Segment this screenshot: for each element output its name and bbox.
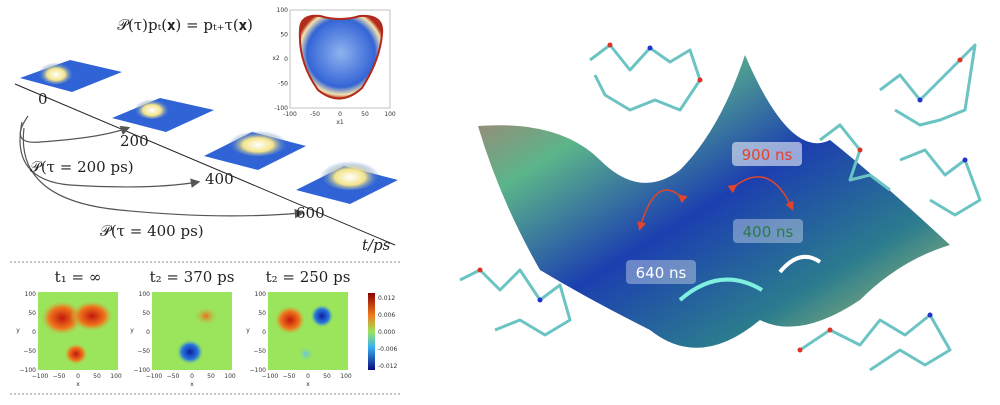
surfaces — [20, 60, 398, 204]
colorbar-tick-label: 0.012 — [378, 295, 395, 302]
x-tick-label: 50 — [323, 373, 331, 380]
y-tick-label: −50 — [23, 348, 36, 355]
y-tick-label: 50 — [28, 310, 36, 317]
x-tick-label: 0 — [306, 373, 310, 380]
rate-arrows — [637, 176, 822, 302]
timescale-label: 900 ns — [742, 146, 793, 164]
energy-landscape — [478, 55, 950, 348]
colorbar-tick-label: 0.000 — [378, 329, 395, 336]
timeline-tick-label: 0 — [38, 90, 48, 108]
x-tick-label: 50 — [207, 373, 215, 380]
panel-title: t₂ = 250 ps — [266, 268, 351, 286]
x-label: x — [76, 381, 80, 388]
x-tick-label: −50 — [283, 373, 296, 380]
transition-label: 𝒫(τ = 400 ps) — [100, 222, 204, 240]
inset-x-tick: -50 — [310, 111, 320, 118]
inset-x-tick: 100 — [384, 111, 396, 118]
y-tick-label: −100 — [134, 367, 151, 374]
x-tick-label: −50 — [167, 373, 180, 380]
timescale-label: 400 ns — [743, 223, 794, 241]
axis-label: t/ps — [362, 236, 391, 254]
timeline-tick-label: 600 — [296, 204, 325, 222]
x-tick-label: 100 — [224, 373, 236, 380]
inset-y-tick: -100 — [274, 105, 288, 112]
equation: 𝒫(τ)pₜ(𝐱) = pₜ₊τ(𝐱) — [117, 16, 253, 34]
y-label: y — [130, 327, 134, 334]
inset-plot — [289, 9, 391, 109]
timeline-tick-label: 200 — [120, 132, 149, 150]
colorbar-tick-label: -0.012 — [378, 363, 398, 370]
colorbar-tick-label: 0.006 — [378, 312, 395, 319]
y-tick-label: −100 — [20, 367, 37, 374]
y-tick-label: 0 — [262, 329, 266, 336]
panel-title: t₂ = 370 ps — [150, 268, 235, 286]
label-box — [626, 260, 696, 284]
panel-title: t₁ = ∞ — [55, 268, 102, 286]
y-tick-label: −50 — [137, 348, 150, 355]
y-label: y — [16, 327, 20, 334]
x-label: x — [190, 381, 194, 388]
y-tick-label: 50 — [258, 310, 266, 317]
timeline-tick-label: 400 — [205, 170, 234, 188]
inset-x-tick: -100 — [283, 111, 297, 118]
transition-label: 𝒫(τ = 200 ps) — [30, 158, 134, 176]
y-tick-label: −50 — [253, 348, 266, 355]
inset-y-tick: 0 — [284, 56, 288, 63]
x-tick-label: −100 — [32, 373, 49, 380]
heatmap — [38, 292, 118, 370]
inset-y-tick: 50 — [280, 32, 288, 39]
x-tick-label: 0 — [76, 373, 80, 380]
inset-y-label: x2 — [272, 55, 280, 62]
y-tick-label: 100 — [139, 291, 151, 298]
label-box — [733, 219, 803, 243]
molecules — [459, 43, 982, 372]
x-tick-label: 100 — [110, 373, 122, 380]
x-tick-label: 0 — [190, 373, 194, 380]
heatmap — [268, 292, 348, 370]
inset-y-tick: 100 — [277, 7, 289, 14]
inset-x-tick: 50 — [361, 111, 369, 118]
x-tick-label: 50 — [93, 373, 101, 380]
y-tick-label: 100 — [255, 291, 267, 298]
y-tick-label: 0 — [32, 329, 36, 336]
y-tick-label: −100 — [250, 367, 267, 374]
y-tick-label: 100 — [25, 291, 37, 298]
x-tick-label: −100 — [146, 373, 163, 380]
label-box — [732, 142, 802, 166]
atoms — [477, 42, 968, 353]
y-label: y — [246, 327, 250, 334]
inset-x-tick: 0 — [338, 111, 342, 118]
heatmap — [152, 292, 232, 370]
x-label: x — [306, 381, 310, 388]
x-tick-label: −50 — [53, 373, 66, 380]
inset-x-label: x1 — [336, 119, 344, 126]
transition-arrows — [19, 115, 305, 219]
y-tick-label: 0 — [146, 329, 150, 336]
colorbar-tick-label: -0.006 — [378, 346, 398, 353]
y-tick-label: 50 — [142, 310, 150, 317]
x-tick-label: 100 — [340, 373, 352, 380]
colorbar — [368, 293, 375, 370]
timeline — [14, 83, 396, 246]
inset-y-tick: -50 — [278, 81, 288, 88]
timescale-label: 640 ns — [636, 264, 687, 282]
x-tick-label: −100 — [262, 373, 279, 380]
